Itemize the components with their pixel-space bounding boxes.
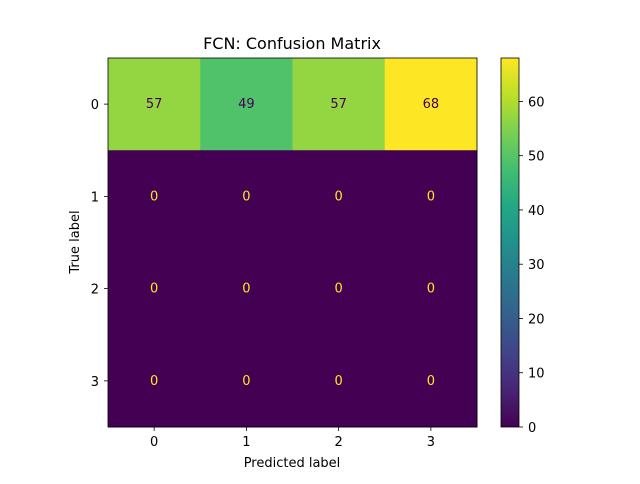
y-axis-ticks: 0 1 2 3: [91, 98, 108, 390]
cell-value-label: 0: [242, 282, 250, 297]
cell-value-label: 68: [423, 97, 440, 112]
colorbar-tick-label: 60: [528, 95, 545, 110]
cell-value-label: 0: [150, 374, 158, 389]
x-tick-label: 0: [150, 435, 158, 450]
y-tick-label: 3: [91, 375, 99, 390]
cell-value-label: 57: [146, 97, 163, 112]
y-tick-label: 0: [91, 98, 99, 113]
cell-value-label: 0: [242, 374, 250, 389]
y-tick-label: 1: [91, 190, 99, 205]
heatmap-cell: [200, 150, 293, 243]
colorbar-ticks: 0 10 20 30 40 50 60: [519, 95, 545, 436]
x-axis-label: Predicted label: [244, 456, 341, 471]
heatmap-cell: [292, 334, 386, 428]
heatmap-cell: [108, 334, 201, 428]
cell-value-label: 0: [334, 189, 342, 204]
x-tick-label: 3: [427, 435, 435, 450]
colorbar-tick-label: 40: [528, 204, 545, 219]
heatmap-cells: [108, 58, 478, 428]
colorbar-tick-label: 50: [528, 150, 545, 165]
y-tick-label: 2: [91, 283, 99, 298]
heatmap-cell: [200, 334, 293, 428]
heatmap-cell: [200, 242, 293, 336]
cell-value-labels: 57 49 57 68 0 0 0 0 0 0 0 0 0 0 0 0: [146, 97, 439, 389]
x-axis-ticks: 0 1 2 3: [150, 427, 435, 450]
cell-value-label: 0: [427, 374, 435, 389]
colorbar-tick-label: 10: [528, 367, 545, 382]
cell-value-label: 0: [150, 189, 158, 204]
heatmap-cell: [384, 58, 478, 151]
cell-value-label: 0: [150, 282, 158, 297]
x-tick-label: 1: [242, 435, 250, 450]
x-tick-label: 2: [334, 435, 342, 450]
cell-value-label: 0: [242, 189, 250, 204]
cell-value-label: 0: [427, 189, 435, 204]
chart-title: FCN: Confusion Matrix: [203, 34, 381, 53]
colorbar-tick-label: 30: [528, 258, 545, 273]
heatmap-cell: [292, 150, 386, 243]
heatmap-cell: [384, 334, 478, 428]
heatmap-cell: [108, 150, 201, 243]
heatmap-cell: [292, 242, 386, 336]
heatmap-cell: [292, 58, 386, 151]
cell-value-label: 57: [330, 97, 347, 112]
heatmap-cell: [108, 58, 201, 151]
heatmap-cell: [200, 58, 293, 151]
cell-value-label: 0: [334, 282, 342, 297]
cell-value-label: 49: [238, 97, 255, 112]
heatmap-cell: [384, 242, 478, 336]
heatmap-cell: [108, 242, 201, 336]
y-axis-label: True label: [68, 210, 83, 274]
plot-frame: [107, 57, 478, 428]
colorbar-tick-label: 20: [528, 312, 545, 327]
cell-value-label: 0: [334, 374, 342, 389]
heatmap-cell: [384, 150, 478, 243]
colorbar: [500, 57, 520, 428]
colorbar-tick-label: 0: [528, 421, 536, 436]
cell-value-label: 0: [427, 282, 435, 297]
